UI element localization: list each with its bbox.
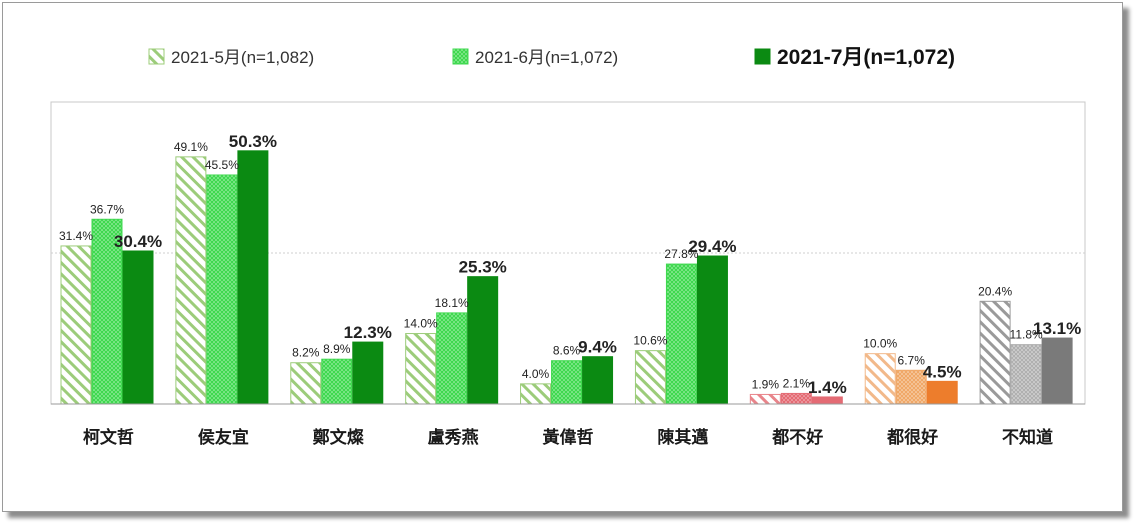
category-label-3: 盧秀燕 bbox=[428, 427, 479, 447]
bar-1-1 bbox=[206, 174, 238, 405]
value-label-5-1: 27.8% bbox=[664, 247, 698, 261]
bar-2-0 bbox=[290, 362, 322, 405]
legend-label-0: 2021-5月(n=1,082) bbox=[171, 48, 314, 67]
bar-3-1 bbox=[436, 312, 468, 405]
bar-6-0 bbox=[749, 393, 781, 405]
bar-1-0 bbox=[175, 156, 207, 405]
category-label-4: 黃偉哲 bbox=[542, 427, 594, 447]
bar-8-0 bbox=[979, 300, 1011, 405]
chart-frame: 2021-5月(n=1,082) 2021-6月(n=1,072) 2021-7月(… bbox=[2, 2, 1123, 512]
legend-swatch-1 bbox=[452, 48, 469, 65]
bar-5-1 bbox=[665, 263, 697, 405]
bar-0-1 bbox=[91, 218, 123, 405]
value-label-4-1: 8.6% bbox=[553, 344, 581, 358]
category-label-7: 都很好 bbox=[886, 427, 938, 447]
bar-0-0 bbox=[60, 245, 92, 405]
category-label-8: 不知道 bbox=[1002, 427, 1053, 447]
value-label-3-0: 14.0% bbox=[404, 317, 438, 331]
bar-5-0 bbox=[634, 350, 666, 405]
value-label-8-0: 20.4% bbox=[978, 284, 1012, 298]
value-label-1-2: 50.3% bbox=[229, 132, 277, 151]
bar-7-2 bbox=[926, 380, 958, 405]
value-label-4-2: 9.4% bbox=[578, 338, 617, 357]
value-label-1-0: 49.1% bbox=[174, 140, 208, 154]
value-label-7-1: 6.7% bbox=[898, 353, 926, 367]
category-label-5: 陳其邁 bbox=[657, 427, 708, 447]
value-label-4-0: 4.0% bbox=[522, 367, 550, 381]
bar-chart: 2021-5月(n=1,082) 2021-6月(n=1,072) 2021-7月(… bbox=[50, 46, 1086, 447]
value-label-0-0: 31.4% bbox=[59, 229, 93, 243]
value-label-5-0: 10.6% bbox=[633, 334, 667, 348]
bar-4-2 bbox=[582, 356, 614, 405]
legend-label-2: 2021-7月(n=1,072) bbox=[777, 46, 955, 69]
category-labels-group: 柯文哲 侯友宜 鄭文燦 盧秀燕 黃偉哲 陳其邁 都不好 都很好 不知道 bbox=[83, 427, 1053, 447]
bar-3-0 bbox=[405, 333, 437, 405]
value-label-6-1: 2.1% bbox=[783, 376, 811, 390]
bar-7-1 bbox=[895, 369, 927, 405]
bar-5-2 bbox=[696, 255, 728, 405]
bar-2-1 bbox=[321, 358, 353, 405]
bars-group bbox=[60, 150, 1073, 405]
value-label-8-2: 13.1% bbox=[1033, 319, 1081, 338]
bar-3-2 bbox=[467, 276, 499, 405]
bar-8-1 bbox=[1010, 344, 1042, 405]
value-label-0-1: 36.7% bbox=[90, 202, 124, 216]
value-label-8-1: 11.8% bbox=[1010, 328, 1043, 342]
value-label-1-1: 45.5% bbox=[205, 158, 239, 172]
category-label-1: 侯友宜 bbox=[198, 427, 249, 447]
value-label-2-0: 8.2% bbox=[292, 346, 320, 360]
bar-4-0 bbox=[520, 383, 552, 405]
category-label-0: 柯文哲 bbox=[83, 427, 134, 447]
bar-6-2 bbox=[811, 396, 843, 405]
bar-0-2 bbox=[122, 250, 154, 405]
value-label-3-2: 25.3% bbox=[459, 258, 507, 277]
value-labels-group: 31.4% 36.7% 30.4% 49.1% 45.5% 50.3% 8.2% 8.9%12… bbox=[59, 132, 1081, 397]
value-label-3-1: 18.1% bbox=[435, 296, 469, 310]
bar-1-2 bbox=[237, 150, 269, 405]
legend-swatch-2 bbox=[754, 48, 771, 65]
value-label-0-2: 30.4% bbox=[114, 232, 162, 251]
bar-8-2 bbox=[1041, 337, 1073, 405]
value-label-7-0: 10.0% bbox=[863, 337, 897, 351]
bar-2-2 bbox=[352, 341, 384, 405]
bar-4-1 bbox=[551, 360, 583, 405]
legend: 2021-5月(n=1,082) 2021-6月(n=1,072) 2021-7月(… bbox=[148, 46, 955, 69]
value-label-7-2: 4.5% bbox=[923, 362, 962, 381]
value-label-6-0: 1.9% bbox=[752, 377, 780, 391]
bar-7-0 bbox=[864, 353, 896, 405]
legend-label-1: 2021-6月(n=1,072) bbox=[475, 48, 618, 67]
value-label-6-2: 1.4% bbox=[808, 378, 847, 397]
bar-6-1 bbox=[780, 392, 812, 405]
category-label-6: 都不好 bbox=[771, 427, 823, 447]
legend-swatch-0 bbox=[148, 48, 165, 65]
category-label-2: 鄭文燦 bbox=[313, 427, 365, 447]
value-label-5-2: 29.4% bbox=[688, 237, 736, 256]
value-label-2-1: 8.9% bbox=[323, 342, 351, 356]
value-label-2-2: 12.3% bbox=[344, 323, 392, 342]
